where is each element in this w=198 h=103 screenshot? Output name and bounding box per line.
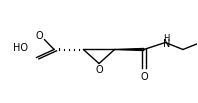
Polygon shape [115,49,144,50]
Text: O: O [95,65,103,75]
Text: O: O [36,32,43,42]
Text: HO: HO [13,43,28,53]
Text: O: O [140,72,148,82]
Text: H: H [163,34,169,43]
Text: N: N [163,39,170,49]
